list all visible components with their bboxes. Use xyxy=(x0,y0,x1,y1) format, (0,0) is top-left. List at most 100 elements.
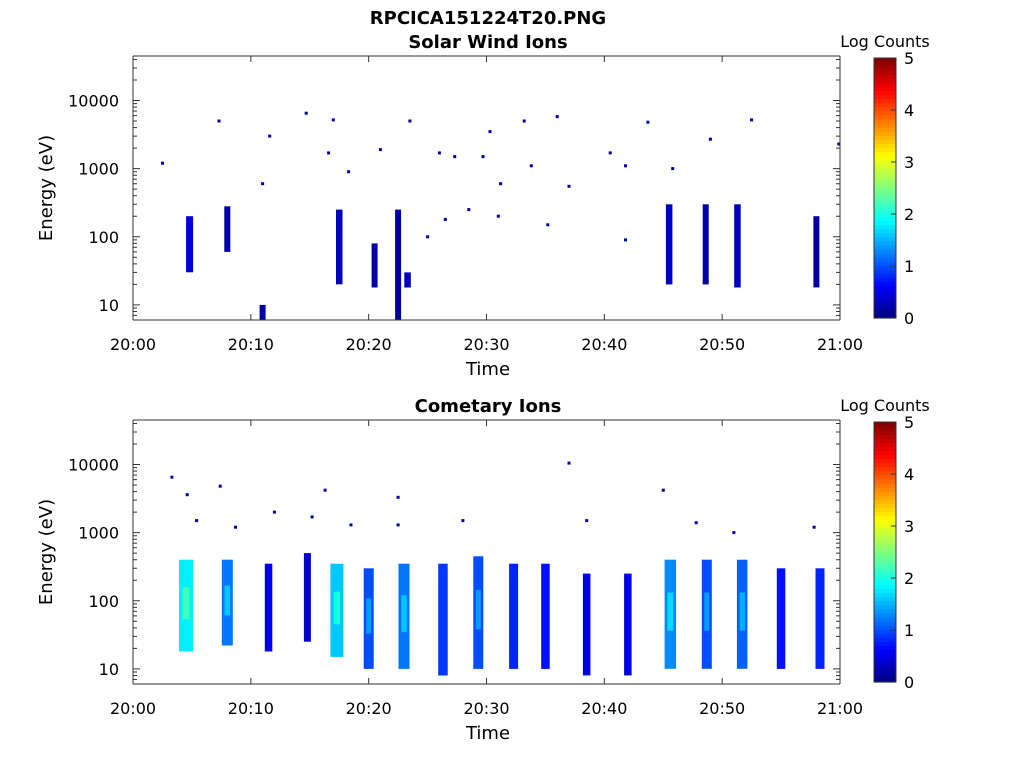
colorbar-segment xyxy=(874,560,896,565)
colorbar-segment xyxy=(874,183,896,189)
data-cell-point xyxy=(567,461,571,465)
x-tick-label: 21:00 xyxy=(817,699,863,718)
x-tick-label: 20:10 xyxy=(228,699,274,718)
data-cell-point xyxy=(396,523,400,527)
colorbar-segment xyxy=(874,474,896,480)
colorbar-segment xyxy=(874,584,896,590)
data-cell-point xyxy=(708,137,712,141)
colorbar-segment xyxy=(874,281,896,287)
data-cell-cluster xyxy=(264,563,273,652)
colorbar-tick-label: 5 xyxy=(904,49,914,68)
y-tick-label: 1000 xyxy=(78,524,119,543)
panel-title: Cometary Ions xyxy=(415,396,562,417)
colorbar-segment xyxy=(874,175,896,181)
colorbar-segment xyxy=(874,458,896,464)
colorbar-segment xyxy=(874,600,896,606)
colorbar-segment xyxy=(874,135,896,140)
colorbar-segment xyxy=(874,208,896,213)
y-tick-label: 10 xyxy=(99,296,119,315)
colorbar-segment xyxy=(874,677,896,683)
data-cell-point xyxy=(170,475,174,479)
data-cell-point xyxy=(837,142,841,146)
colorbar-segment xyxy=(874,236,896,242)
colorbar-segment xyxy=(874,576,896,582)
colorbar-segment xyxy=(874,478,896,484)
data-cell-point xyxy=(481,155,485,159)
colorbar-segment xyxy=(874,470,896,476)
data-cell-cluster xyxy=(734,204,741,288)
colorbar-segment xyxy=(874,438,896,443)
colorbar-label: Log Counts xyxy=(840,32,930,51)
colorbar-segment xyxy=(874,118,896,124)
colorbar-segment xyxy=(874,131,896,136)
y-axis-label: Energy (eV) xyxy=(36,135,57,241)
colorbar-segment xyxy=(874,511,896,517)
colorbar-segment xyxy=(874,612,896,618)
x-tick-label: 20:00 xyxy=(110,699,156,718)
colorbar-segment xyxy=(874,188,896,193)
data-cell-cluster xyxy=(371,243,378,288)
data-cell-point xyxy=(437,151,441,155)
colorbar-tick-label: 2 xyxy=(904,205,914,224)
colorbar-segment xyxy=(874,269,896,274)
colorbar-segment xyxy=(874,426,896,431)
panel-title: Solar Wind Ions xyxy=(408,32,567,53)
colorbar-segment xyxy=(874,159,896,165)
colorbar-segment xyxy=(874,106,896,112)
colorbar-segment xyxy=(874,450,896,456)
data-cell-cluster xyxy=(776,568,786,669)
colorbar-segment xyxy=(874,665,896,671)
data-cell-point xyxy=(185,493,189,497)
colorbar-segment xyxy=(874,309,896,315)
colorbar-segment xyxy=(874,543,896,549)
y-axis-label: Energy (eV) xyxy=(36,499,57,605)
data-cell-cluster-core xyxy=(333,591,341,625)
y-tick-label: 10000 xyxy=(68,456,119,475)
colorbar-segment xyxy=(874,232,896,238)
data-cell-point xyxy=(443,217,447,221)
colorbar-segment xyxy=(874,277,896,283)
data-cell-point xyxy=(671,167,675,171)
colorbar-segment xyxy=(874,434,896,439)
data-cell-point xyxy=(272,510,276,514)
colorbar-segment xyxy=(874,196,896,201)
colorbar-segment xyxy=(874,572,896,577)
colorbar-segment xyxy=(874,94,896,100)
colorbar-segment xyxy=(874,592,896,598)
y-tick-label: 100 xyxy=(88,228,119,247)
data-cell-point xyxy=(567,184,571,188)
data-cell-cluster-core xyxy=(667,592,674,631)
colorbar-segment xyxy=(874,645,896,651)
data-cell-point xyxy=(694,521,698,525)
data-cell-cluster xyxy=(336,209,343,285)
data-cell-cluster-core xyxy=(704,592,710,631)
data-cell-cluster xyxy=(541,563,550,669)
data-cell-point xyxy=(661,488,665,492)
data-cell-cluster-core xyxy=(224,585,230,616)
data-cell-point xyxy=(812,525,816,529)
colorbar-segment xyxy=(874,466,896,472)
data-cell-cluster xyxy=(438,563,448,676)
colorbar-segment xyxy=(874,253,896,258)
data-cell-point xyxy=(732,531,736,535)
data-cell-point xyxy=(234,525,237,529)
colorbar-segment xyxy=(874,657,896,663)
colorbar-segment xyxy=(874,482,896,488)
colorbar-segment xyxy=(874,629,896,634)
data-cell-point xyxy=(323,488,327,492)
colorbar-tick-label: 0 xyxy=(904,673,914,692)
data-cell-point xyxy=(453,155,457,159)
colorbar-segment xyxy=(874,228,896,234)
y-tick-label: 100 xyxy=(88,592,119,611)
colorbar-segment xyxy=(874,588,896,594)
data-cell-point xyxy=(378,148,382,152)
colorbar-segment xyxy=(874,289,896,295)
x-tick-label: 20:40 xyxy=(581,699,627,718)
data-cell-point xyxy=(218,484,222,488)
colorbar-segment xyxy=(874,539,896,545)
colorbar-segment xyxy=(874,293,896,299)
data-cell-point xyxy=(555,115,559,119)
data-cell-point xyxy=(461,519,465,523)
colorbar-segment xyxy=(874,523,896,529)
